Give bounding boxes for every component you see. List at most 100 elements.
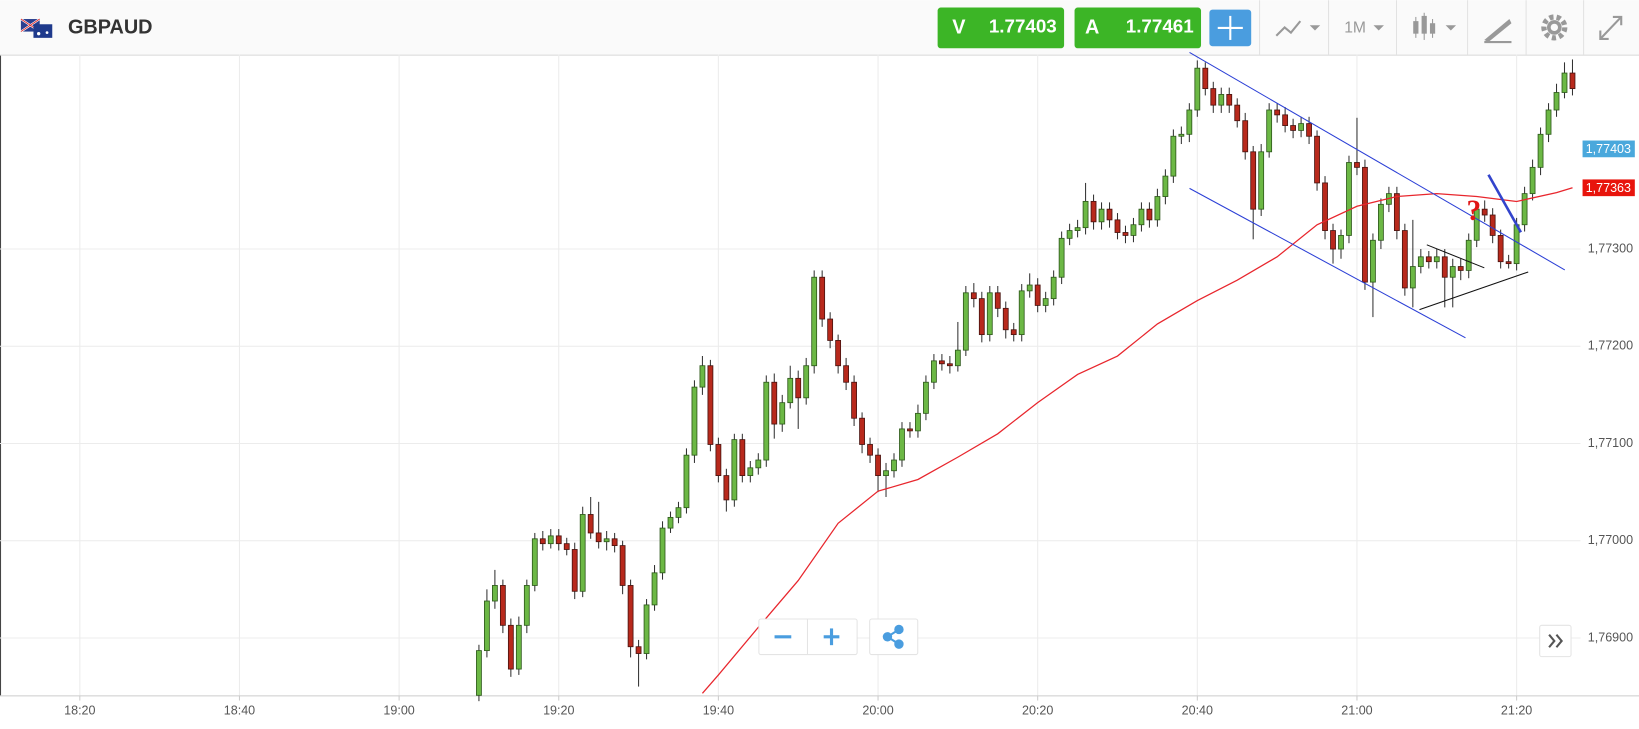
sell-price[interactable]: 1.77403: [989, 15, 1057, 36]
candle-body: [986, 292, 993, 336]
candle-body: [867, 444, 873, 456]
y-tick-label: 1,77000: [1588, 533, 1633, 547]
candle-body: [1074, 227, 1081, 231]
moving-average: [701, 187, 1573, 694]
fullscreen-button[interactable]: [1599, 15, 1623, 40]
symbol: GBPAUD: [68, 17, 153, 39]
triangle-upper: [1426, 244, 1485, 269]
candle-body: [1457, 266, 1464, 271]
price-marker: [1582, 179, 1635, 197]
annotation: ?: [1467, 195, 1482, 227]
candle-body: [1210, 88, 1217, 106]
timeframe[interactable]: 1M: [1344, 20, 1366, 37]
candle-body: [994, 292, 1001, 309]
share-button[interactable]: [882, 624, 904, 649]
candle-body: [931, 360, 937, 383]
candle-body: [555, 535, 562, 545]
candle-body: [859, 417, 865, 445]
buy-button[interactable]: A 1.77461: [1074, 7, 1202, 49]
candle-body: [1082, 200, 1089, 229]
candle-body: [1194, 67, 1201, 111]
flag-icon: [20, 18, 53, 38]
candle-body: [1170, 135, 1177, 177]
candle-body: [771, 381, 778, 425]
candle-body: [484, 600, 490, 652]
x-tick-label: 21:00: [1341, 703, 1372, 717]
candle-body: [899, 428, 905, 461]
chart-type-button[interactable]: [1413, 12, 1457, 40]
candle-body: [811, 276, 818, 367]
candle-body: [1481, 208, 1488, 216]
candle-body: [1122, 232, 1129, 236]
candle-body: [787, 377, 794, 404]
share-box[interactable]: [869, 618, 919, 656]
candle-body: [883, 470, 889, 477]
candle-body: [970, 292, 977, 300]
candle-body: [499, 585, 506, 626]
candle-body: [515, 624, 522, 670]
candle-body: [1146, 208, 1153, 221]
candle-body: [1018, 290, 1025, 336]
candle-body: [707, 365, 714, 445]
candle-body: [579, 514, 586, 592]
zoom-in[interactable]: [823, 628, 840, 646]
toolbar-separators: [1259, 0, 1585, 55]
candle-body: [795, 377, 802, 399]
candle-body: [1561, 72, 1568, 93]
candle-body: [699, 365, 706, 388]
candle-body: [915, 412, 921, 432]
candle-body: [1370, 239, 1376, 283]
candle-body: [1058, 237, 1065, 278]
candle-body: [851, 381, 857, 419]
candle-body: [755, 459, 762, 469]
candle-body: [1306, 123, 1312, 137]
candle-body: [1098, 208, 1105, 223]
candle-body: [619, 545, 626, 586]
candle-body: [891, 459, 897, 472]
candle-body: [1266, 109, 1273, 153]
crosshair-button[interactable]: [1209, 9, 1252, 47]
indicators-button[interactable]: [1275, 20, 1321, 37]
sell-label[interactable]: V: [952, 17, 966, 39]
sell-button-bg[interactable]: [937, 7, 1065, 49]
candle-body: [1274, 109, 1281, 116]
candle-body: [1322, 182, 1328, 231]
x-tick-label: 20:00: [862, 703, 893, 717]
candle-body: [1513, 224, 1520, 265]
candle-body: [763, 381, 770, 461]
candle-body: [1529, 166, 1536, 195]
candle-body: [683, 454, 690, 509]
sell-button[interactable]: V 1.77403: [937, 7, 1065, 49]
candle-body: [1314, 135, 1320, 184]
candle-body: [1338, 235, 1344, 250]
candle-body: [571, 549, 578, 592]
candle-body: [978, 298, 985, 336]
buy-label[interactable]: A: [1085, 17, 1099, 39]
candle-body: [1218, 94, 1225, 106]
candle-body: [1258, 151, 1265, 210]
candle-body: [939, 360, 945, 365]
scroll-end-button[interactable]: [1548, 634, 1564, 648]
candle-body: [675, 507, 682, 518]
x-tick-label: 18:20: [64, 703, 95, 717]
settings-button[interactable]: [1541, 14, 1568, 41]
candle-body: [962, 292, 969, 351]
candle-body: [1282, 114, 1289, 126]
candle-body: [1330, 230, 1336, 250]
candle-body: [835, 340, 842, 367]
candle-body: [611, 538, 618, 547]
candle-body: [819, 276, 826, 320]
x-tick-label: 19:00: [383, 703, 414, 717]
candle-body: [1250, 151, 1257, 210]
timeframe-caret[interactable]: [1373, 25, 1384, 31]
x-tick-label: 21:20: [1501, 703, 1532, 717]
buy-button-bg[interactable]: [1074, 7, 1202, 49]
candle-body: [739, 439, 746, 477]
candle-body: [667, 516, 674, 529]
buy-price[interactable]: 1.77461: [1126, 15, 1194, 36]
triangle-lower: [1419, 271, 1529, 311]
candle-body: [1298, 123, 1304, 131]
draw-button[interactable]: [1484, 19, 1512, 44]
